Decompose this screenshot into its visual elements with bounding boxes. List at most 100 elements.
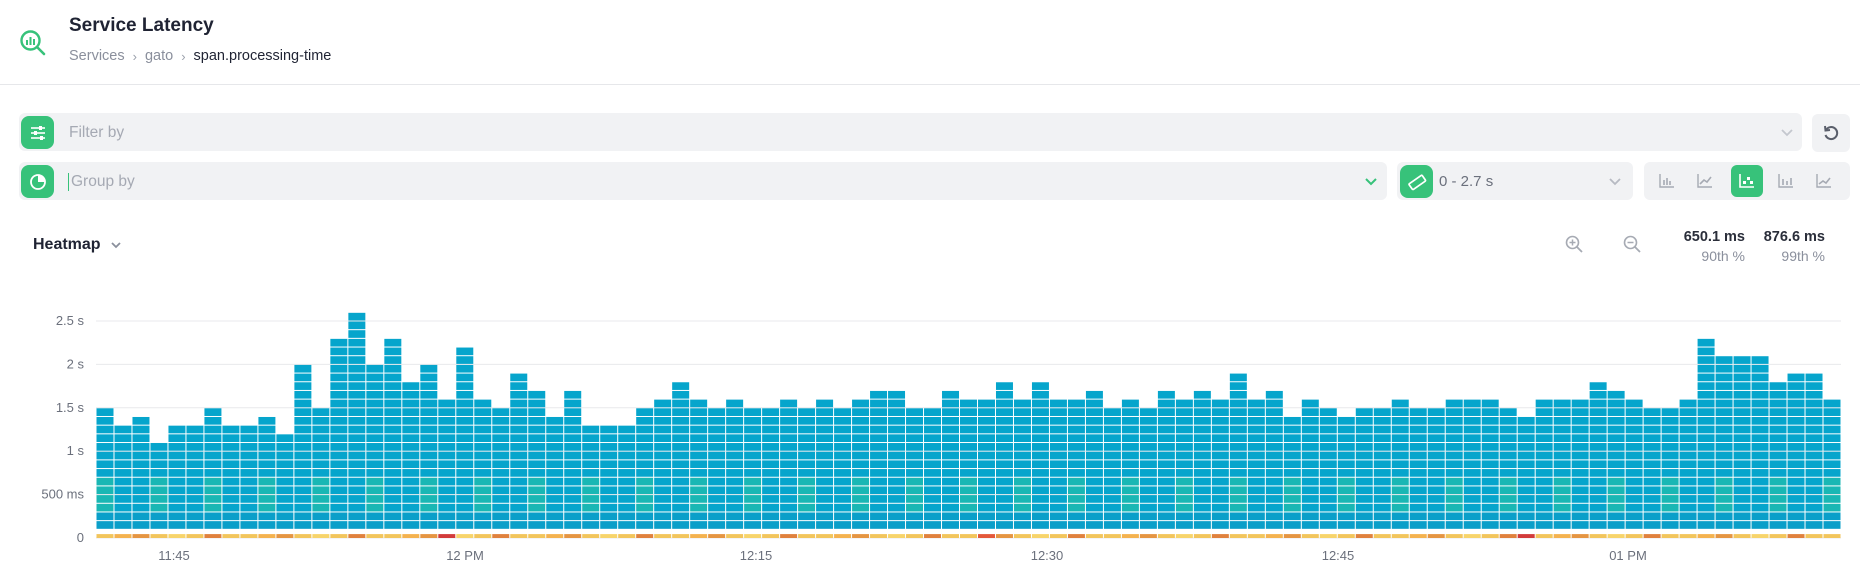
viz-heatmap[interactable] (1731, 165, 1763, 197)
heatmap-cell (150, 521, 168, 529)
viz-line[interactable] (1689, 165, 1721, 197)
heatmap-cell (564, 503, 582, 512)
group-by-icon-button[interactable] (21, 165, 54, 198)
viz-bar[interactable] (1651, 165, 1683, 197)
heatmap-cell (1787, 390, 1805, 399)
heatmap-cell (1319, 434, 1337, 443)
heatmap-cell (906, 469, 924, 477)
heatmap-cell (276, 434, 294, 443)
heatmap-cell (1805, 416, 1823, 425)
heatmap-cell (618, 451, 636, 460)
heatmap-cell (1175, 416, 1193, 425)
heatmap-cell (1823, 512, 1841, 521)
x-tick-label: 11:45 (158, 548, 190, 563)
heatmap-cell (384, 434, 402, 443)
heatmap-cell (1139, 434, 1157, 443)
heatmap-cell (1625, 416, 1643, 425)
heatmap-cell (1391, 408, 1409, 416)
heatmap-cell (1355, 495, 1373, 503)
breadcrumb-service[interactable]: gato (144, 48, 174, 64)
heatmap-cell (744, 416, 762, 425)
heatmap-cell (726, 503, 744, 512)
heatmap-cell (888, 408, 906, 416)
heatmap-cell (1589, 416, 1607, 425)
heatmap-cell (366, 477, 384, 486)
heatmap-cell (1715, 425, 1733, 434)
heatmap-cell (1589, 434, 1607, 443)
heatmap-cell (1571, 460, 1589, 469)
heatmap-cell (582, 503, 600, 512)
heatmap-cell (348, 338, 366, 347)
heatmap-cell (510, 390, 528, 399)
heatmap-cell (384, 390, 402, 399)
heatmap-cell (636, 460, 654, 469)
range-select[interactable]: 0 - 2.7 s (1397, 162, 1633, 200)
heatmap-cell (1409, 521, 1427, 529)
heatmap-cell (762, 512, 780, 521)
heatmap-cell (870, 521, 888, 529)
heatmap-cell (995, 390, 1013, 399)
heatmap-cell (1049, 460, 1067, 469)
heatmap-cell (672, 443, 690, 451)
heatmap-cell (1607, 425, 1625, 434)
heatmap-cell (1733, 534, 1751, 538)
viz-stacked[interactable] (1770, 165, 1802, 197)
heatmap-cell (1409, 503, 1427, 512)
heatmap-cell (204, 434, 222, 443)
viz-area[interactable] (1808, 165, 1840, 197)
visualization-title[interactable]: Heatmap (33, 236, 123, 254)
heatmap-cell (690, 469, 708, 477)
heatmap-cell (1661, 434, 1679, 443)
group-by-input[interactable]: Group by (19, 162, 1387, 200)
heatmap-cell (1031, 460, 1049, 469)
heatmap-cell (1157, 477, 1175, 486)
heatmap-cell (600, 534, 618, 538)
heatmap-cell (1337, 521, 1355, 529)
heatmap-cell (1589, 534, 1607, 538)
heatmap-cell (1337, 451, 1355, 460)
heatmap-cell (474, 512, 492, 521)
heatmap-cell (636, 425, 654, 434)
heatmap-cell (348, 390, 366, 399)
heatmap-cell (1211, 434, 1229, 443)
y-tick-label: 1.5 s (56, 400, 85, 415)
heatmap-cell (384, 443, 402, 451)
heatmap-cell (1031, 477, 1049, 486)
heatmap-cell (1265, 443, 1283, 451)
heatmap-cell (312, 451, 330, 460)
heatmap-cell (1067, 416, 1085, 425)
heatmap-cell (1643, 425, 1661, 434)
zoom-in-icon[interactable] (1564, 234, 1584, 254)
heatmap-cell (690, 434, 708, 443)
heatmap-cell (1733, 451, 1751, 460)
heatmap-cell (672, 416, 690, 425)
heatmap-cell (366, 486, 384, 495)
heatmap-cell (1031, 503, 1049, 512)
heatmap-cell (168, 443, 186, 451)
heatmap-cell (1553, 425, 1571, 434)
heatmap-cell (1661, 460, 1679, 469)
heatmap-cell (780, 451, 798, 460)
heatmap-cell (294, 469, 312, 477)
breadcrumb-services[interactable]: Services (69, 48, 125, 64)
heatmap-cell (1625, 495, 1643, 503)
heatmap-cell (1499, 469, 1517, 477)
range-icon-button[interactable] (1400, 165, 1433, 198)
heatmap-cell (1589, 512, 1607, 521)
heatmap-cell (1661, 469, 1679, 477)
zoom-out-icon[interactable] (1622, 234, 1642, 254)
heatmap-cell (492, 512, 510, 521)
reset-button[interactable] (1812, 114, 1850, 152)
heatmap-cell (582, 469, 600, 477)
filter-icon-button[interactable] (21, 116, 54, 149)
heatmap-cell (1211, 534, 1229, 538)
heatmap-cell (204, 477, 222, 486)
heatmap-cell (1319, 425, 1337, 434)
heatmap-cell (1139, 416, 1157, 425)
heatmap-cell (564, 512, 582, 521)
heatmap-cell (1409, 460, 1427, 469)
filter-input[interactable]: Filter by (19, 113, 1802, 151)
heatmap-cell (1787, 443, 1805, 451)
heatmap-cell (1301, 534, 1319, 538)
